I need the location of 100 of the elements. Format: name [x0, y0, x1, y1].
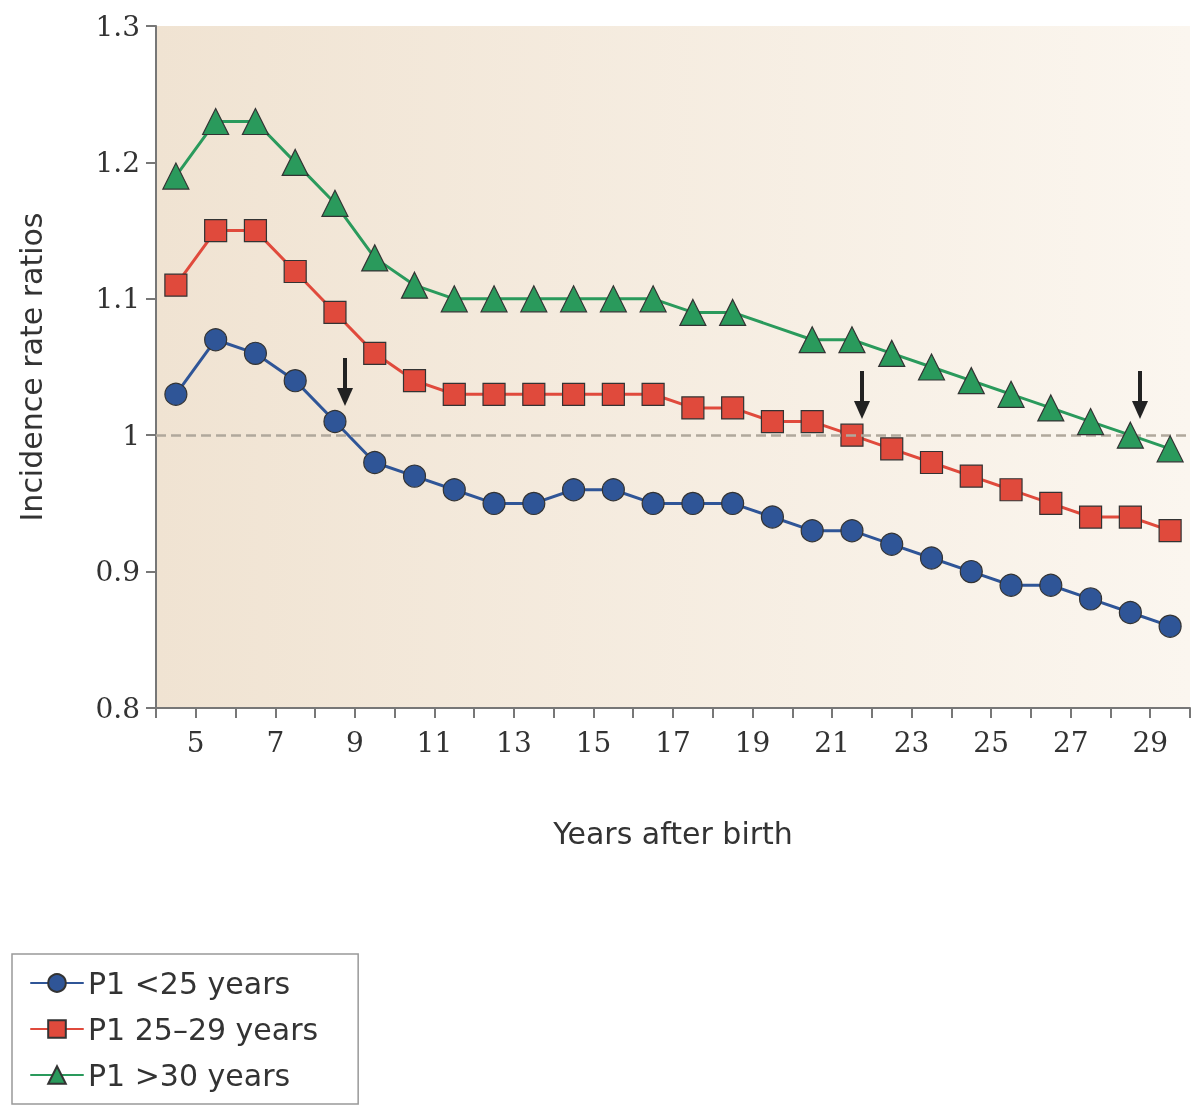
- point: [482, 491, 506, 515]
- point: [562, 478, 586, 502]
- y-tick-label: 0.9: [95, 555, 140, 589]
- point: [679, 298, 707, 327]
- y-tick-label: 1.3: [95, 9, 140, 43]
- point: [959, 560, 983, 584]
- point: [840, 423, 864, 447]
- x-tick-label: 9: [345, 725, 364, 759]
- point: [681, 396, 705, 420]
- point: [838, 326, 866, 354]
- point: [1118, 600, 1142, 625]
- point: [641, 491, 665, 515]
- x-tick-label: 11: [416, 725, 453, 759]
- x-tick-label: 17: [655, 725, 691, 759]
- point: [721, 396, 745, 420]
- point: [243, 219, 268, 243]
- point: [1039, 573, 1063, 597]
- point: [760, 409, 785, 434]
- point: [601, 382, 625, 406]
- point: [283, 259, 307, 284]
- point: [919, 450, 944, 475]
- point: [522, 382, 546, 406]
- point: [880, 532, 904, 556]
- point: [1118, 505, 1142, 529]
- point: [522, 491, 546, 515]
- y-tick-label: 1.1: [95, 282, 140, 316]
- point: [681, 491, 705, 515]
- point: [1076, 407, 1105, 436]
- point: [202, 107, 230, 136]
- point: [561, 382, 586, 406]
- point: [1158, 519, 1182, 543]
- point: [840, 519, 864, 543]
- point: [599, 285, 627, 313]
- point: [1039, 491, 1063, 515]
- point: [999, 573, 1023, 597]
- x-axis-title: Years after birth: [552, 815, 793, 851]
- point: [321, 189, 349, 217]
- point: [959, 464, 983, 488]
- point: [204, 219, 228, 243]
- point: [281, 148, 309, 176]
- point: [164, 273, 188, 297]
- point: [442, 382, 466, 406]
- y-tick-label: 1.2: [95, 145, 140, 179]
- point: [442, 478, 466, 502]
- x-tick-label: 23: [893, 725, 930, 759]
- point: [162, 162, 190, 190]
- x-tick-label: 19: [734, 725, 771, 759]
- point: [241, 107, 270, 136]
- legend-label: P1 >30 years: [88, 1057, 291, 1093]
- point: [440, 285, 468, 313]
- point: [1037, 394, 1065, 422]
- point: [957, 367, 985, 395]
- point: [361, 244, 389, 272]
- point: [164, 382, 188, 406]
- point: [402, 464, 427, 488]
- point: [363, 341, 387, 365]
- point: [721, 491, 745, 515]
- x-tick-label: 13: [496, 725, 532, 759]
- point: [482, 382, 506, 406]
- point: [1079, 587, 1103, 611]
- x-tick-label: 27: [1052, 725, 1089, 759]
- y-tick-label: 1: [122, 418, 140, 452]
- legend-label: P1 25–29 years: [88, 1011, 319, 1047]
- point: [243, 341, 268, 365]
- point: [800, 519, 824, 543]
- point: [520, 285, 548, 313]
- point: [997, 380, 1025, 408]
- x-tick-label: 7: [266, 725, 285, 759]
- point: [323, 409, 347, 434]
- point: [999, 478, 1023, 502]
- legend-label: P1 <25 years: [88, 965, 291, 1001]
- point: [880, 437, 904, 461]
- x-tick-label: 15: [575, 725, 612, 759]
- y-tick-label: 0.8: [95, 691, 140, 725]
- point: [641, 382, 665, 406]
- point: [283, 369, 307, 393]
- x-tick-label: 25: [973, 725, 1009, 759]
- point: [800, 409, 824, 434]
- point: [639, 285, 667, 313]
- point: [204, 328, 228, 352]
- x-tick-label: 21: [814, 725, 850, 759]
- point: [1116, 421, 1144, 449]
- point: [363, 450, 387, 475]
- point: [798, 326, 826, 354]
- y-axis-title: Incidence rate ratios: [13, 212, 49, 522]
- x-tick-label: 29: [1132, 725, 1169, 759]
- point: [719, 298, 747, 327]
- point: [402, 369, 427, 393]
- point: [760, 505, 785, 529]
- point: [919, 546, 944, 570]
- point: [480, 285, 508, 313]
- point: [559, 285, 588, 313]
- point: [1078, 505, 1103, 529]
- point: [1158, 614, 1182, 638]
- point: [601, 478, 625, 502]
- point: [878, 339, 906, 367]
- point: [917, 353, 946, 381]
- point: [1156, 435, 1184, 463]
- point: [323, 300, 347, 325]
- x-tick-label: 5: [186, 725, 205, 759]
